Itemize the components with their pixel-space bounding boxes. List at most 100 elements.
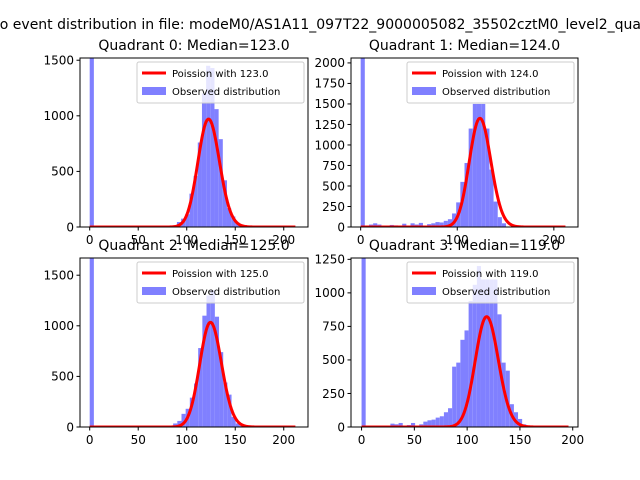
histogram-bar bbox=[480, 279, 486, 427]
legend-hist-label: Observed distribution bbox=[442, 87, 550, 98]
histogram-bar bbox=[489, 169, 494, 227]
histogram-bar bbox=[226, 208, 232, 227]
histogram-bar bbox=[418, 222, 423, 227]
legend-hist-swatch bbox=[412, 87, 436, 95]
histogram-bar bbox=[189, 193, 194, 227]
x-tick-label: 200 bbox=[561, 433, 584, 447]
histogram-bar bbox=[410, 422, 416, 427]
histogram-bar bbox=[398, 422, 403, 427]
y-tick-label: 0 bbox=[337, 420, 345, 434]
histogram-bar bbox=[501, 362, 506, 427]
histogram-bar bbox=[410, 223, 415, 227]
histogram-bar bbox=[485, 279, 490, 427]
legend-box bbox=[406, 261, 575, 304]
x-tick-label: 150 bbox=[224, 433, 247, 447]
y-tick-label: 1250 bbox=[314, 253, 345, 267]
histogram-bar bbox=[439, 416, 444, 427]
y-tick-label: 750 bbox=[322, 159, 345, 173]
histogram-bar bbox=[485, 128, 490, 227]
legend-hist-label: Observed distribution bbox=[172, 287, 280, 298]
x-tick-label: 50 bbox=[131, 233, 146, 247]
y-tick-label: 250 bbox=[322, 387, 345, 401]
histogram-bar bbox=[206, 65, 211, 227]
histogram-bar bbox=[181, 413, 186, 427]
histogram-bar bbox=[476, 103, 482, 227]
histogram-bar bbox=[460, 339, 465, 427]
histogram-bar bbox=[468, 128, 473, 227]
histogram-bar bbox=[201, 93, 207, 227]
histogram-bar bbox=[210, 68, 215, 227]
histogram-bar bbox=[493, 201, 498, 227]
y-tick-label: 0 bbox=[337, 220, 345, 234]
legend-hist-label: Observed distribution bbox=[172, 87, 280, 98]
y-tick-label: 250 bbox=[322, 200, 345, 214]
y-tick-label: 1000 bbox=[314, 138, 345, 152]
histogram-bar bbox=[189, 397, 194, 427]
x-tick-label: 150 bbox=[508, 433, 531, 447]
histogram-bar bbox=[185, 214, 190, 227]
histogram-bar bbox=[481, 103, 486, 227]
y-tick-label: 500 bbox=[322, 353, 345, 367]
histogram-bar bbox=[464, 163, 469, 227]
y-tick-label: 1500 bbox=[43, 54, 74, 68]
subplot-quadrant-3: 0 50 100 150 200 0 250 500 750 1000 1250 Quadrant 3… bbox=[314, 238, 584, 447]
histogram-bar bbox=[452, 366, 457, 427]
x-tick-label: 0 bbox=[86, 233, 94, 247]
x-tick-label: 0 bbox=[357, 233, 365, 247]
histogram-bar bbox=[439, 222, 444, 227]
histogram-bar bbox=[223, 382, 228, 427]
histogram-bar bbox=[360, 58, 365, 227]
y-tick-label: 0 bbox=[66, 420, 74, 434]
x-tick-label: 100 bbox=[456, 433, 479, 447]
histogram-bar bbox=[194, 383, 199, 427]
histogram-bar bbox=[219, 352, 224, 427]
y-tick-label: 2000 bbox=[314, 56, 345, 70]
legend-hist-swatch bbox=[142, 87, 166, 95]
histogram-bar bbox=[472, 103, 477, 227]
legend-hist-swatch bbox=[412, 287, 436, 295]
axes-frame bbox=[350, 257, 579, 428]
y-tick-label: 1750 bbox=[314, 77, 345, 91]
histogram-bar bbox=[518, 418, 523, 427]
histogram-bar bbox=[198, 348, 203, 427]
legend-hist-label: Observed distribution bbox=[442, 287, 550, 298]
histogram-bar bbox=[202, 315, 207, 427]
histogram-bar bbox=[197, 142, 202, 227]
y-tick-label: 500 bbox=[322, 179, 345, 193]
y-tick-label: 1000 bbox=[43, 319, 74, 333]
legend: Poission with 123.0 Observed distribution bbox=[136, 61, 305, 104]
histogram-bar bbox=[210, 290, 215, 427]
histogram-bar bbox=[497, 217, 502, 227]
histogram-bar bbox=[489, 279, 494, 427]
histogram-bar bbox=[447, 219, 453, 227]
histogram-bar bbox=[402, 223, 407, 227]
x-tick-label: 0 bbox=[86, 433, 94, 447]
legend-fit-label: Poission with 124.0 bbox=[442, 69, 538, 80]
y-tick-label: 0 bbox=[66, 220, 74, 234]
histogram-bar bbox=[361, 258, 366, 427]
y-tick-label: 1000 bbox=[314, 286, 345, 300]
histogram-bar bbox=[390, 423, 395, 427]
legend: Poission with 125.0 Observed distribution bbox=[136, 261, 305, 304]
histogram-bar bbox=[443, 220, 448, 227]
y-tick-label: 500 bbox=[51, 370, 74, 384]
histogram-bar bbox=[456, 362, 461, 427]
legend-box bbox=[136, 61, 305, 104]
x-tick-label: 200 bbox=[542, 233, 565, 247]
legend-box bbox=[406, 61, 575, 104]
axes-frame bbox=[79, 57, 309, 228]
histogram-bar bbox=[214, 316, 220, 427]
histogram-bar bbox=[222, 180, 227, 227]
histogram-bar bbox=[193, 175, 198, 227]
histogram-bar bbox=[231, 216, 236, 227]
histogram-bar bbox=[431, 223, 436, 227]
histogram-bar bbox=[468, 300, 473, 427]
x-tick-label: 0 bbox=[358, 433, 366, 447]
y-tick-label: 1000 bbox=[43, 109, 74, 123]
histogram-bar bbox=[89, 58, 94, 227]
histogram-bar bbox=[218, 139, 223, 227]
x-tick-label: 100 bbox=[175, 433, 198, 447]
x-tick-label: 200 bbox=[272, 233, 295, 247]
legend-fit-label: Poission with 125.0 bbox=[172, 269, 268, 280]
